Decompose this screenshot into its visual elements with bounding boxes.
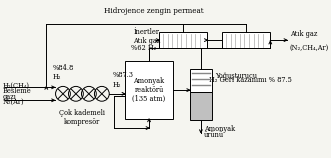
Text: Çok kademeli
kompresör: Çok kademeli kompresör [59, 109, 105, 126]
Text: N₂(Ar): N₂(Ar) [3, 98, 24, 106]
Bar [159, 32, 208, 49]
Text: H₂ Geri kazanımı % 87.5: H₂ Geri kazanımı % 87.5 [209, 76, 291, 84]
Text: %62 H₂: %62 H₂ [131, 44, 157, 52]
Text: İnertler
Atık gaz: İnertler Atık gaz [133, 28, 161, 45]
Text: %87.3
H₂: %87.3 H₂ [113, 71, 134, 88]
Text: Amonyak: Amonyak [204, 125, 235, 133]
Bar [190, 92, 212, 120]
Text: Hidrojence zengin permeat: Hidrojence zengin permeat [104, 7, 204, 15]
Bar [125, 61, 173, 119]
Text: Amonyak
reaktörü
(135 atm): Amonyak reaktörü (135 atm) [132, 77, 166, 103]
Text: Atık gaz: Atık gaz [290, 30, 317, 38]
Text: H₂(CH₄): H₂(CH₄) [3, 82, 30, 89]
Text: ürünü: ürünü [204, 131, 224, 140]
Bar [222, 32, 270, 49]
Text: (N₂,CH₄,Ar): (N₂,CH₄,Ar) [290, 44, 329, 52]
Text: %84.8
H₂: %84.8 H₂ [53, 64, 74, 81]
Text: gazı: gazı [3, 93, 17, 101]
Text: Yoğuşturucu: Yoğuşturucu [215, 72, 257, 80]
Text: Besleme: Besleme [3, 87, 31, 95]
Bar [190, 69, 212, 92]
